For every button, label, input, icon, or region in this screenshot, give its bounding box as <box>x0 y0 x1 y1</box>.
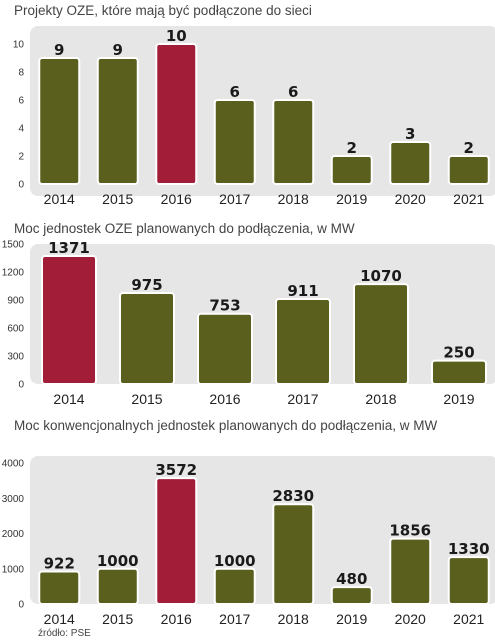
chart-1-panel <box>30 26 495 196</box>
chart-1-data-label-2017: 6 <box>230 83 240 101</box>
chart-1-data-label-2016: 10 <box>166 27 187 45</box>
chart-2-data-label-2015: 975 <box>131 276 162 294</box>
chart-2-bar-2015 <box>119 292 175 385</box>
chart-2-ytick-3: 900 <box>7 296 24 307</box>
chart-2-bar-2017 <box>275 297 331 385</box>
chart-2-data-label-2018: 1070 <box>360 267 402 285</box>
chart-2-data-label-2014: 1371 <box>48 239 90 257</box>
chart-2-xtick-2018: 2018 <box>365 391 396 407</box>
chart-3-xtick-2017: 2017 <box>219 611 250 627</box>
chart-3-xtick-2021: 2021 <box>453 611 484 627</box>
chart-1-bar-2019 <box>330 155 373 185</box>
chart-3-bar-2015 <box>96 567 139 605</box>
chart-3-bar-2014 <box>38 570 81 606</box>
chart-2-xtick-2014: 2014 <box>53 391 84 407</box>
chart-1-title: Projekty OZE, które mają być podłączone … <box>14 3 312 18</box>
chart-1-xtick-2021: 2021 <box>453 191 484 207</box>
chart-2-data-label-2019: 250 <box>443 344 474 362</box>
chart-2-data-label-2016: 753 <box>209 297 240 315</box>
chart-1-bar-2018 <box>272 99 315 185</box>
chart-1-bar-2016 <box>155 43 198 185</box>
chart-1-ytick-1: 2 <box>18 152 24 163</box>
chart-2-ytick-2: 600 <box>7 324 24 335</box>
chart-1-ytick-5: 10 <box>13 40 25 51</box>
chart-1-data-label-2018: 6 <box>288 83 298 101</box>
chart-3-ytick-4: 4000 <box>2 459 25 470</box>
chart-3-xtick-2019: 2019 <box>336 611 367 627</box>
chart-2-xtick-2019: 2019 <box>443 391 474 407</box>
chart-2-bar-2016 <box>197 312 253 385</box>
chart-3-xtick-2015: 2015 <box>102 611 133 627</box>
chart-3-ytick-1: 1000 <box>2 564 25 575</box>
chart-3-ytick-2: 2000 <box>2 529 25 540</box>
chart-3-bar-2016 <box>155 477 198 606</box>
chart-2-xtick-2016: 2016 <box>209 391 240 407</box>
chart-3-bar-2017 <box>213 567 256 605</box>
chart-3-data-label-2015: 1000 <box>97 552 139 570</box>
chart-3-xtick-2020: 2020 <box>395 611 426 627</box>
chart-1-xtick-2019: 2019 <box>336 191 367 207</box>
chart-3-data-label-2018: 2830 <box>272 487 314 505</box>
chart-1-data-label-2021: 2 <box>464 139 474 157</box>
chart-1-xtick-2015: 2015 <box>102 191 133 207</box>
chart-3-bar-2018 <box>272 503 315 605</box>
chart-3-bar-2019 <box>330 586 373 606</box>
chart-1-data-label-2020: 3 <box>405 125 415 143</box>
chart-1-bar-2020 <box>389 141 432 185</box>
chart-3-xtick-2018: 2018 <box>278 611 309 627</box>
chart-1-data-label-2015: 9 <box>113 41 123 59</box>
chart-1-bar-2017 <box>213 99 256 185</box>
chart-1-xtick-2017: 2017 <box>219 191 250 207</box>
chart-2-xtick-2015: 2015 <box>131 391 162 407</box>
chart-1-xtick-2016: 2016 <box>161 191 192 207</box>
chart-3-bar-2020 <box>389 537 432 605</box>
chart-1-ytick-4: 8 <box>18 68 24 79</box>
chart-2-ytick-1: 300 <box>7 352 24 363</box>
chart-3-data-label-2017: 1000 <box>214 552 256 570</box>
chart-2-ytick-0: 0 <box>18 380 24 391</box>
chart-1-ytick-3: 6 <box>18 96 24 107</box>
chart-3-panel <box>30 456 495 604</box>
chart-2-bar-2019 <box>431 359 487 385</box>
chart-3-data-label-2016: 3572 <box>155 461 197 479</box>
chart-3-data-label-2021: 1330 <box>448 540 490 558</box>
source-note: źródło: PSE <box>38 628 91 639</box>
chart-1-ytick-0: 0 <box>18 180 24 191</box>
chart-1-ytick-2: 4 <box>18 124 24 135</box>
chart-1-data-label-2019: 2 <box>347 139 357 157</box>
chart-1-bar-2015 <box>96 57 139 185</box>
chart-3-bar-2021 <box>447 556 490 605</box>
chart-1-xtick-2020: 2020 <box>395 191 426 207</box>
chart-2-bar-2014 <box>41 255 97 386</box>
chart-3-data-label-2020: 1856 <box>389 522 431 540</box>
chart-2-xtick-2017: 2017 <box>287 391 318 407</box>
chart-1-xtick-2014: 2014 <box>44 191 75 207</box>
chart-3-ytick-0: 0 <box>18 600 24 611</box>
chart-3-xtick-2016: 2016 <box>161 611 192 627</box>
chart-2-ytick-5: 1500 <box>2 240 25 251</box>
chart-2-bar-2018 <box>353 283 409 385</box>
chart-3-title: Moc konwencjonalnych jednostek planowany… <box>14 418 437 433</box>
chart-1-bar-2014 <box>38 57 81 185</box>
chart-2-panel <box>30 244 495 384</box>
chart-2-data-label-2017: 911 <box>287 282 318 300</box>
chart-1-xtick-2018: 2018 <box>278 191 309 207</box>
chart-3-xtick-2014: 2014 <box>44 611 75 627</box>
chart-3-data-label-2014: 922 <box>44 554 75 572</box>
chart-1-bar-2021 <box>447 155 490 185</box>
chart-3-data-label-2019: 480 <box>336 570 367 588</box>
chart-3-ytick-3: 3000 <box>2 494 25 505</box>
chart-1-data-label-2014: 9 <box>54 41 64 59</box>
chart-2-title: Moc jednostek OZE planowanych do podłącz… <box>14 221 355 236</box>
chart-2-ytick-4: 1200 <box>2 268 25 279</box>
